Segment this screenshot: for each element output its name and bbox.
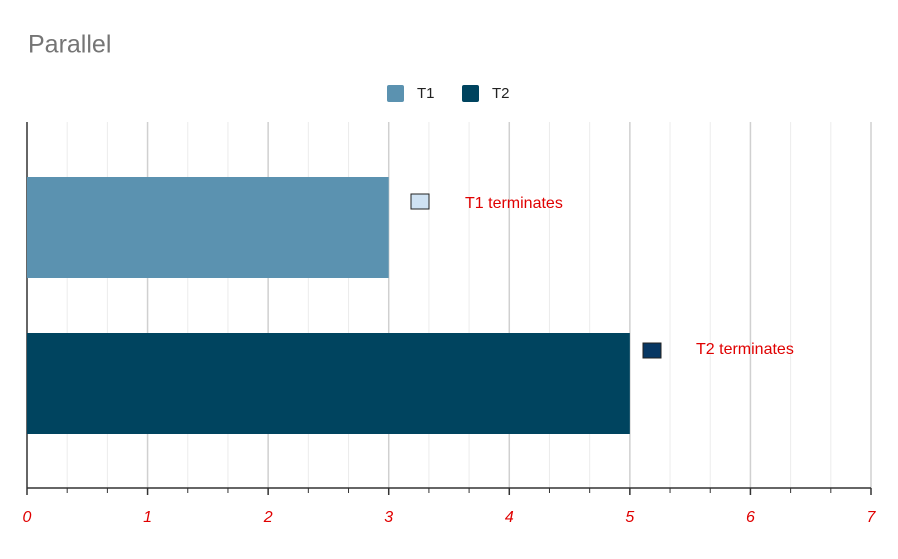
x-tick-label: 2 [263, 509, 273, 526]
annotation-marker [642, 342, 662, 359]
legend-label: T1 [417, 85, 435, 102]
annotation-marker [410, 193, 430, 210]
x-tick-label: 6 [746, 509, 755, 526]
annotation-text: T1 terminates [465, 195, 563, 212]
bar [27, 333, 630, 434]
x-tick-label: 7 [867, 509, 877, 526]
x-tick-label: 0 [23, 509, 32, 526]
annotation-text: T2 terminates [696, 341, 794, 358]
x-tick-label: 5 [625, 509, 634, 526]
chart-title: Parallel [28, 31, 111, 59]
x-tick-label: 1 [143, 509, 152, 526]
bar [27, 177, 389, 278]
legend-swatch [387, 85, 404, 102]
legend-swatch [462, 85, 479, 102]
legend-label: T2 [492, 85, 510, 102]
x-tick-label: 4 [505, 509, 514, 526]
x-tick-label: 3 [384, 509, 393, 526]
